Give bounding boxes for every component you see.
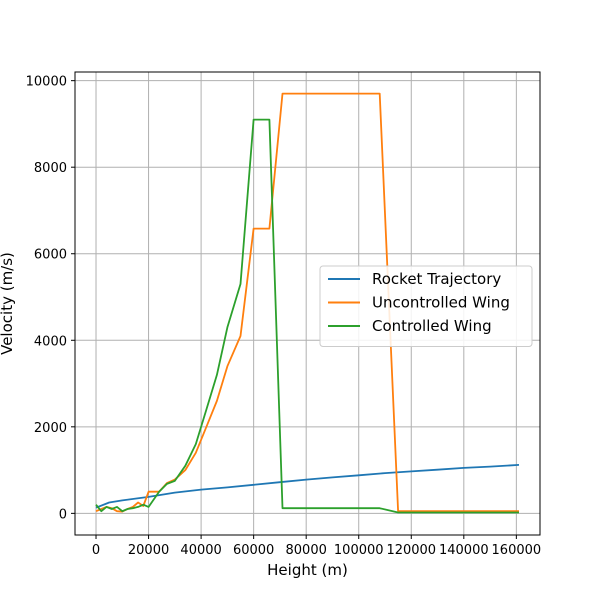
x-tick-label: 40000 xyxy=(180,543,221,558)
series-line-0 xyxy=(95,464,520,509)
y-tick-label: 0 xyxy=(59,507,67,522)
legend-label-0: Rocket Trajectory xyxy=(372,270,501,288)
y-axis-ticks: 0 2000 4000 6000 8000 10000 xyxy=(26,75,75,522)
x-axis-ticks: 0 20000 40000 60000 80000 100000 120000 140000 1… xyxy=(92,535,541,558)
y-tick-label: 8000 xyxy=(34,161,67,176)
x-tick-label: 140000 xyxy=(439,543,489,558)
legend-label-2: Controlled Wing xyxy=(372,317,492,335)
x-tick-label: 100000 xyxy=(334,543,384,558)
y-tick-label: 6000 xyxy=(34,248,67,263)
x-axis-label: Height (m) xyxy=(267,561,348,579)
x-tick-label: 80000 xyxy=(286,543,327,558)
x-tick-label: 120000 xyxy=(386,543,436,558)
y-tick-label: 10000 xyxy=(26,75,67,90)
legend: Rocket Trajectory Uncontrolled Wing Contro… xyxy=(319,265,533,347)
x-tick-label: 0 xyxy=(92,543,100,558)
legend-box xyxy=(319,265,533,347)
series-lines xyxy=(95,92,520,514)
series-line-1 xyxy=(95,92,519,513)
legend-label-1: Uncontrolled Wing xyxy=(372,294,510,312)
y-tick-label: 4000 xyxy=(34,334,67,349)
y-tick-label: 2000 xyxy=(34,421,67,436)
y-axis-label: Velocity (m/s) xyxy=(0,252,16,355)
x-tick-label: 160000 xyxy=(492,543,542,558)
x-tick-label: 20000 xyxy=(128,543,169,558)
x-tick-label: 60000 xyxy=(233,543,274,558)
axes-frame xyxy=(74,71,541,536)
series-line-2 xyxy=(95,118,519,514)
